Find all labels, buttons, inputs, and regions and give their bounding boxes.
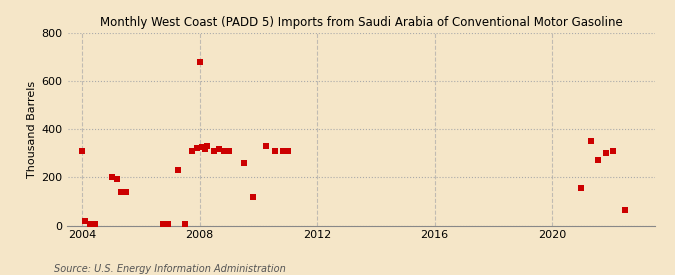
Point <box>219 149 230 153</box>
Point <box>180 222 190 227</box>
Text: Source: U.S. Energy Information Administration: Source: U.S. Energy Information Administ… <box>54 264 286 274</box>
Point <box>277 149 288 153</box>
Point <box>238 161 249 165</box>
Point <box>121 190 132 194</box>
Point <box>199 146 210 151</box>
Point <box>157 222 168 227</box>
Point <box>89 222 100 227</box>
Point <box>593 158 603 162</box>
Point <box>172 167 183 172</box>
Point <box>163 222 173 227</box>
Y-axis label: Thousand Barrels: Thousand Barrels <box>28 81 37 178</box>
Title: Monthly West Coast (PADD 5) Imports from Saudi Arabia of Conventional Motor Gaso: Monthly West Coast (PADD 5) Imports from… <box>100 16 622 29</box>
Point <box>600 151 611 155</box>
Point <box>116 190 127 194</box>
Point <box>270 149 281 153</box>
Point <box>187 149 198 153</box>
Point <box>202 144 213 148</box>
Point <box>282 149 293 153</box>
Point <box>106 175 117 180</box>
Point <box>111 177 122 181</box>
Point <box>248 194 259 199</box>
Point <box>620 208 630 212</box>
Point <box>194 60 205 64</box>
Point <box>223 149 234 153</box>
Point <box>196 144 207 149</box>
Point <box>84 222 95 227</box>
Point <box>209 149 219 153</box>
Point <box>261 144 271 148</box>
Point <box>79 218 90 223</box>
Point <box>586 139 597 144</box>
Point <box>192 146 202 150</box>
Point <box>77 149 88 153</box>
Point <box>576 186 587 190</box>
Point <box>214 146 225 151</box>
Point <box>608 149 618 153</box>
